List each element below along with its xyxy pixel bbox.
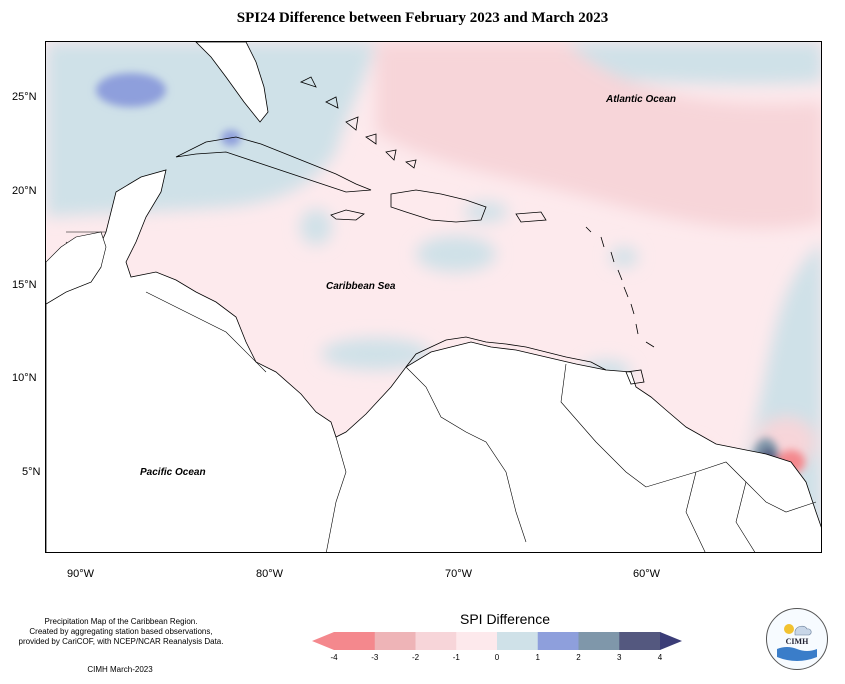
yucatan	[46, 231, 107, 305]
spi-difference-map	[46, 42, 821, 552]
lat-tick-25n: 25°N	[12, 91, 37, 103]
lat-tick-5n: 5°N	[22, 466, 41, 478]
lon-tick-80w: 80°W	[256, 568, 284, 580]
legend-tick-label: -1	[452, 653, 460, 662]
lat-tick-15n: 15°N	[12, 279, 37, 291]
legend-swatch	[619, 632, 661, 650]
legend-swatch	[537, 632, 579, 650]
legend-colorbar	[312, 632, 682, 650]
footer-line-2: Created by aggregating station based obs…	[29, 627, 213, 636]
legend-tick-label: 1	[535, 653, 540, 662]
islands	[175, 76, 655, 385]
pacific-ocean-label: Pacific Ocean	[140, 467, 206, 478]
country-borders	[65, 231, 817, 552]
land-outlines	[46, 169, 821, 552]
north-south-america-coast	[405, 336, 607, 371]
map-panel	[45, 41, 822, 553]
lon-tick-90w: 90°W	[67, 568, 95, 580]
field-patches	[46, 42, 821, 552]
cimh-logo: CIMH	[766, 608, 828, 670]
legend-tick-label: -3	[371, 653, 379, 662]
lat-tick-10n: 10°N	[12, 372, 37, 384]
florida	[195, 42, 269, 123]
legend-tick-label: 3	[617, 653, 622, 662]
legend-tick-label: -2	[411, 653, 420, 662]
lon-tick-60w: 60°W	[633, 568, 661, 580]
legend-tick-label: 4	[657, 653, 663, 662]
map-title: SPI24 Difference between February 2023 a…	[236, 10, 609, 26]
lon-tick-70w: 70°W	[445, 568, 473, 580]
footer-credit: CIMH March-2023	[87, 665, 153, 674]
footer-notes: Precipitation Map of the Caribbean Regio…	[5, 617, 237, 647]
logo-text: CIMH	[785, 637, 809, 646]
footer-line-1: Precipitation Map of the Caribbean Regio…	[44, 617, 198, 626]
legend-low-arrow	[312, 632, 334, 650]
caribbean-sea-label: Caribbean Sea	[326, 281, 396, 292]
atlantic-ocean-label: Atlantic Ocean	[606, 94, 677, 105]
legend-swatch	[415, 632, 457, 650]
legend-swatch	[334, 632, 376, 650]
legend-tick-label: 2	[576, 653, 581, 662]
legend-high-arrow	[660, 632, 682, 650]
legend-swatch	[456, 632, 498, 650]
legend-swatch	[497, 632, 539, 650]
lat-tick-20n: 20°N	[12, 185, 37, 197]
legend-tick-label: 0	[494, 653, 500, 662]
legend-swatch	[578, 632, 620, 650]
legend-title: SPI Difference	[459, 611, 550, 627]
footer-line-3: provided by CariCOF, with NCEP/NCAR Rean…	[18, 637, 224, 646]
legend-swatch	[374, 632, 416, 650]
legend-tick-label: -4	[330, 653, 338, 662]
